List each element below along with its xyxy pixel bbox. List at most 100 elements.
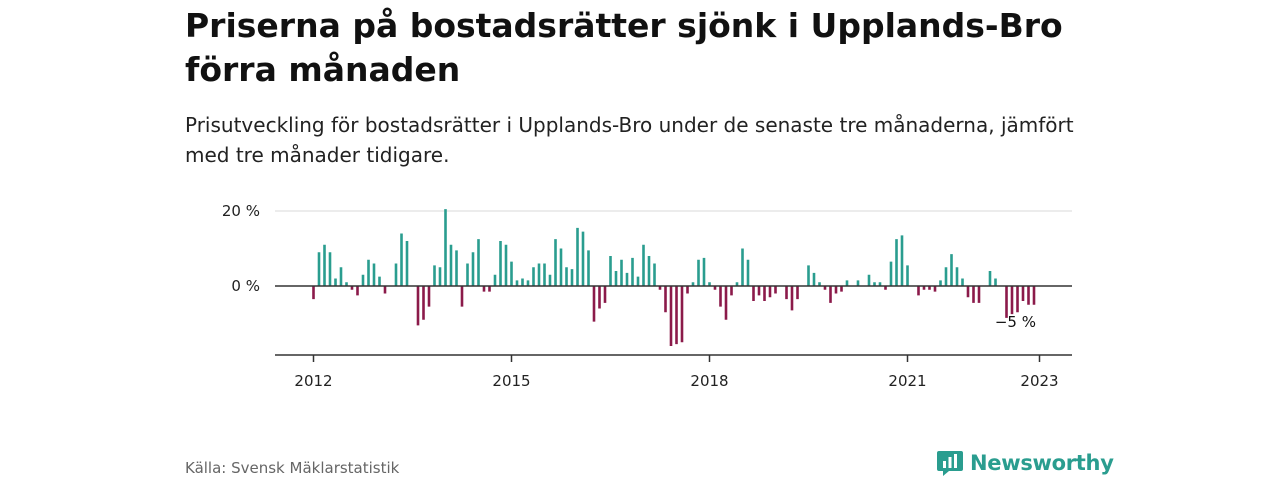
bar — [950, 254, 953, 287]
x-tick-label: 2018 — [690, 372, 728, 390]
bar — [631, 257, 634, 287]
bar — [444, 209, 447, 287]
bar — [889, 261, 893, 287]
bar — [466, 263, 469, 286]
bar — [394, 263, 398, 286]
bar — [1021, 286, 1025, 301]
bar — [988, 271, 992, 286]
bar — [620, 259, 623, 286]
bar — [1032, 286, 1036, 305]
bar-chart: 0 % 20 % 2012 2015 2018 2021 2023 −5 % — [222, 202, 1072, 390]
bars — [312, 209, 1036, 346]
bar — [471, 252, 475, 286]
bar — [702, 257, 706, 287]
bar — [724, 286, 728, 320]
bar — [532, 267, 535, 286]
bar — [829, 286, 832, 303]
bar — [493, 274, 497, 286]
bar — [796, 286, 799, 300]
bar — [807, 265, 810, 287]
bar — [735, 282, 739, 286]
bar — [691, 282, 695, 286]
bar — [697, 259, 700, 286]
x-tick-label: 2015 — [492, 372, 530, 390]
bar — [636, 276, 640, 287]
bar — [757, 286, 761, 296]
bar — [708, 282, 711, 286]
bar — [653, 263, 656, 286]
bar — [878, 282, 882, 286]
bar — [422, 286, 425, 320]
bar — [515, 280, 519, 287]
last-value-annotation: −5 % — [995, 313, 1036, 331]
bar — [416, 286, 420, 326]
x-tick-label: 2023 — [1020, 372, 1058, 390]
bar — [548, 274, 552, 286]
bar — [1005, 286, 1008, 318]
bar — [730, 286, 733, 296]
bar — [383, 286, 387, 294]
bar — [680, 286, 684, 343]
bar — [746, 259, 750, 286]
bar — [763, 286, 766, 301]
x-ticks: 2012 2015 2018 2021 2023 — [294, 355, 1059, 390]
y-tick-labels: 0 % 20 % — [222, 202, 260, 295]
bar — [845, 280, 849, 287]
bar — [823, 286, 827, 290]
chart-subtitle: Prisutveckling för bostadsrätter i Uppla… — [185, 113, 1074, 167]
bar — [598, 286, 601, 309]
bar — [686, 286, 689, 294]
bar — [609, 256, 612, 286]
bar — [840, 286, 843, 292]
bar — [372, 263, 376, 286]
axes — [275, 285, 1072, 356]
bar — [933, 286, 937, 292]
bar — [1016, 286, 1019, 313]
bar — [1027, 286, 1030, 305]
bar — [944, 267, 948, 286]
bar — [922, 286, 926, 290]
bar — [554, 239, 557, 287]
bar — [906, 265, 909, 287]
bar — [356, 286, 359, 296]
bar — [741, 248, 744, 286]
bar — [818, 282, 821, 286]
bar — [812, 272, 816, 287]
bar — [449, 244, 453, 286]
bar — [405, 241, 409, 286]
bar — [856, 280, 860, 287]
bar — [345, 282, 348, 286]
bar — [350, 286, 354, 290]
bar — [884, 286, 887, 290]
newsworthy-logo-icon — [937, 451, 963, 476]
bar — [581, 231, 585, 287]
bar — [488, 286, 491, 292]
bar — [565, 267, 568, 286]
bar — [570, 269, 574, 287]
bar — [339, 267, 343, 286]
bar — [647, 256, 651, 286]
bar — [867, 274, 871, 286]
bar — [917, 286, 920, 296]
source-note: Källa: Svensk Mäklarstatistik — [185, 459, 400, 477]
bar — [972, 286, 975, 303]
bar — [939, 280, 942, 287]
bar — [961, 278, 964, 286]
bar — [614, 271, 618, 286]
bar — [334, 278, 337, 286]
bar — [587, 250, 590, 287]
bar — [774, 286, 777, 294]
bar — [642, 244, 645, 286]
bar — [768, 286, 772, 298]
bar — [433, 265, 436, 287]
bar — [669, 286, 673, 346]
bar — [328, 252, 332, 286]
bar — [526, 280, 530, 287]
bar — [658, 286, 662, 290]
bar — [460, 286, 464, 307]
chart-title: Priserna på bostadsrätter sjönk i Upplan… — [185, 6, 1063, 89]
bar — [427, 286, 431, 307]
y-tick-label: 0 % — [231, 277, 260, 295]
bar — [510, 261, 513, 287]
brand-name: Newsworthy — [970, 451, 1114, 475]
